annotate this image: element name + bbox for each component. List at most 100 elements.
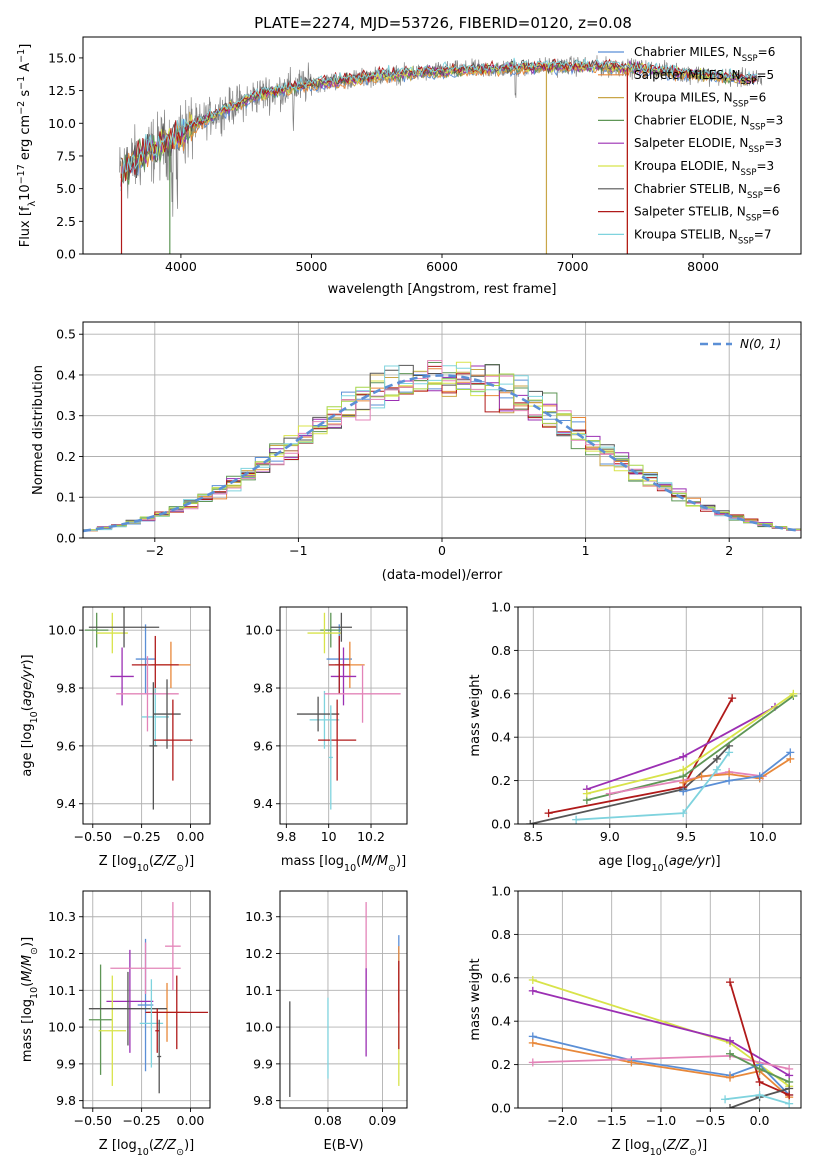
y-tick-label: 12.5 bbox=[48, 83, 76, 98]
panel-age_vs_Z: −0.50 −0.25 0.00 9.4 9.6 9.8 10.0 Z [log10(Z/Z⊙… bbox=[20, 606, 211, 874]
x-tick-label: −1.0 bbox=[646, 1113, 676, 1128]
y-axis-label: age [log10(age/yr)] bbox=[20, 654, 40, 776]
data-point bbox=[309, 690, 340, 749]
legend-label: Chabrier ELODIE, NSSP=3 bbox=[634, 113, 783, 132]
y-tick-label: 10.2 bbox=[48, 946, 76, 961]
model-fit-7 bbox=[120, 58, 758, 182]
weight-series-0 bbox=[530, 745, 730, 824]
panel-age_vs_mass: 9.8 10 10.2 9.4 9.6 9.8 10.0 mass [log10(M/M⊙)] bbox=[245, 606, 408, 874]
weight-marker bbox=[544, 809, 553, 818]
weight-marker bbox=[785, 1077, 794, 1086]
weight-marker bbox=[712, 754, 721, 763]
y-tick-label: 0.0 bbox=[56, 531, 76, 546]
y-tick-label: 10.1 bbox=[245, 983, 273, 998]
y-tick-label: 0.6 bbox=[491, 686, 511, 701]
axes-frame bbox=[279, 606, 408, 825]
weight-marker bbox=[726, 1073, 735, 1082]
y-tick-label: 9.4 bbox=[56, 796, 76, 811]
y-tick-label: 0.3 bbox=[56, 408, 76, 423]
weight-marker bbox=[726, 1036, 735, 1045]
weight-lines bbox=[526, 689, 798, 824]
axes-frame bbox=[517, 890, 802, 1109]
y-tick-label: 5.0 bbox=[56, 181, 76, 196]
spectrum-plot-area bbox=[119, 55, 763, 254]
legend-item: Chabrier MILES, NSSP=6 bbox=[598, 45, 775, 64]
weight-marker bbox=[721, 1095, 730, 1104]
y-tick-label: 0.2 bbox=[56, 449, 76, 464]
x-tick-label: −0.50 bbox=[74, 1113, 112, 1128]
x-tick-label: 9.0 bbox=[600, 829, 620, 844]
error-bars bbox=[84, 607, 193, 810]
x-axis-label: age [log10(age/yr)] bbox=[598, 854, 720, 874]
panel-weight_vs_age: 8.5 9.0 9.5 10.0 0.0 0.2 0.4 0.6 0.8 1.0 age [log1… bbox=[468, 600, 802, 874]
legend-label: Kroupa ELODIE, NSSP=3 bbox=[634, 159, 774, 178]
data-point bbox=[135, 624, 156, 694]
data-point bbox=[320, 612, 342, 648]
x-tick-label: 0.00 bbox=[177, 1113, 205, 1128]
legend-item: Salpeter STELIB, NSSP=6 bbox=[598, 205, 779, 224]
x-tick-label: −0.25 bbox=[122, 829, 160, 844]
legend: N(0, 1) bbox=[700, 337, 781, 351]
weight-marker bbox=[679, 752, 688, 761]
data-point bbox=[145, 975, 209, 1050]
data-point bbox=[110, 647, 134, 706]
y-tick-label: 0.8 bbox=[491, 927, 511, 942]
data-point bbox=[296, 696, 340, 732]
y-tick-label: 0.0 bbox=[491, 1101, 511, 1116]
data-point bbox=[155, 1008, 160, 1053]
y-axis-label: Flux [fλ10−17 erg cm−2 s−1 A−1] bbox=[16, 44, 38, 248]
weight-marker bbox=[679, 787, 688, 796]
y-tick-label: 9.6 bbox=[56, 738, 76, 753]
panel-mass_vs_ebv: 0.08 0.09 9.8 9.9 10.0 10.1 10.2 10.3 E(B-V) bbox=[245, 890, 408, 1153]
weight-marker bbox=[755, 1090, 764, 1099]
y-tick-label: 0.4 bbox=[491, 730, 511, 745]
x-tick-label: 10.0 bbox=[749, 829, 777, 844]
y-tick-label: 0.2 bbox=[491, 773, 511, 788]
x-tick-label: 10 bbox=[321, 829, 337, 844]
y-tick-label: 10.0 bbox=[48, 1020, 76, 1035]
legend-label: Salpeter STELIB, NSSP=6 bbox=[634, 205, 779, 224]
legend-label: Kroupa STELIB, NSSP=7 bbox=[634, 227, 772, 246]
x-axis-label: Z [log10(Z/Z⊙)] bbox=[99, 854, 194, 874]
data-point bbox=[324, 664, 401, 723]
x-tick-label: −0.50 bbox=[74, 829, 112, 844]
legend-label: Chabrier STELIB, NSSP=6 bbox=[634, 182, 781, 201]
data-point bbox=[330, 647, 357, 706]
y-tick-label: 10.0 bbox=[245, 1020, 273, 1035]
weight-marker bbox=[528, 1058, 537, 1067]
residual-histogram-9 bbox=[83, 360, 801, 531]
model-fit-6 bbox=[120, 59, 758, 180]
legend-item: Chabrier STELIB, NSSP=6 bbox=[598, 182, 781, 201]
panel-mass_vs_Z: −0.50 −0.25 0.00 9.8 9.9 10.0 10.1 10.2 10.3 Z [l… bbox=[20, 890, 211, 1158]
data-point bbox=[153, 679, 181, 749]
error-bars bbox=[289, 902, 400, 1097]
legend-label: Kroupa MILES, NSSP=6 bbox=[634, 91, 766, 110]
model-fit-8 bbox=[120, 57, 757, 191]
x-tick-label: 5000 bbox=[296, 259, 328, 274]
panel-residuals: −2 −1 0 1 2 0.0 0.1 0.2 0.3 0.4 0.5 (data-model)/er… bbox=[31, 321, 802, 583]
y-tick-label: 9.9 bbox=[253, 1056, 273, 1071]
y-tick-label: 0.5 bbox=[56, 327, 76, 342]
weight-marker bbox=[526, 820, 535, 824]
y-axis-label: mass weight bbox=[468, 958, 483, 1040]
y-tick-label: 10.0 bbox=[245, 623, 273, 638]
y-tick-label: 9.8 bbox=[56, 1093, 76, 1108]
y-tick-label: 9.6 bbox=[253, 738, 273, 753]
x-axis-label: mass [log10(M/M⊙)] bbox=[281, 854, 406, 874]
data-point bbox=[157, 1019, 162, 1094]
weight-marker bbox=[528, 975, 537, 984]
y-tick-label: 1.0 bbox=[491, 600, 511, 615]
x-tick-label: 4000 bbox=[165, 259, 197, 274]
axes-frame bbox=[517, 606, 802, 825]
data-point bbox=[110, 942, 181, 994]
panel-spectrum: 4000 5000 6000 7000 8000 0.0 2.5 5.0 7.5 10.0 12.5… bbox=[16, 36, 802, 297]
data-point bbox=[330, 612, 352, 642]
x-axis-label: (data-model)/error bbox=[382, 568, 503, 583]
weight-series-8 bbox=[576, 751, 730, 821]
x-axis-label: E(B-V) bbox=[323, 1138, 363, 1153]
x-tick-label: 0.09 bbox=[369, 1113, 397, 1128]
data-point bbox=[328, 635, 350, 694]
weight-marker bbox=[725, 776, 734, 785]
y-tick-label: 10.3 bbox=[48, 909, 76, 924]
